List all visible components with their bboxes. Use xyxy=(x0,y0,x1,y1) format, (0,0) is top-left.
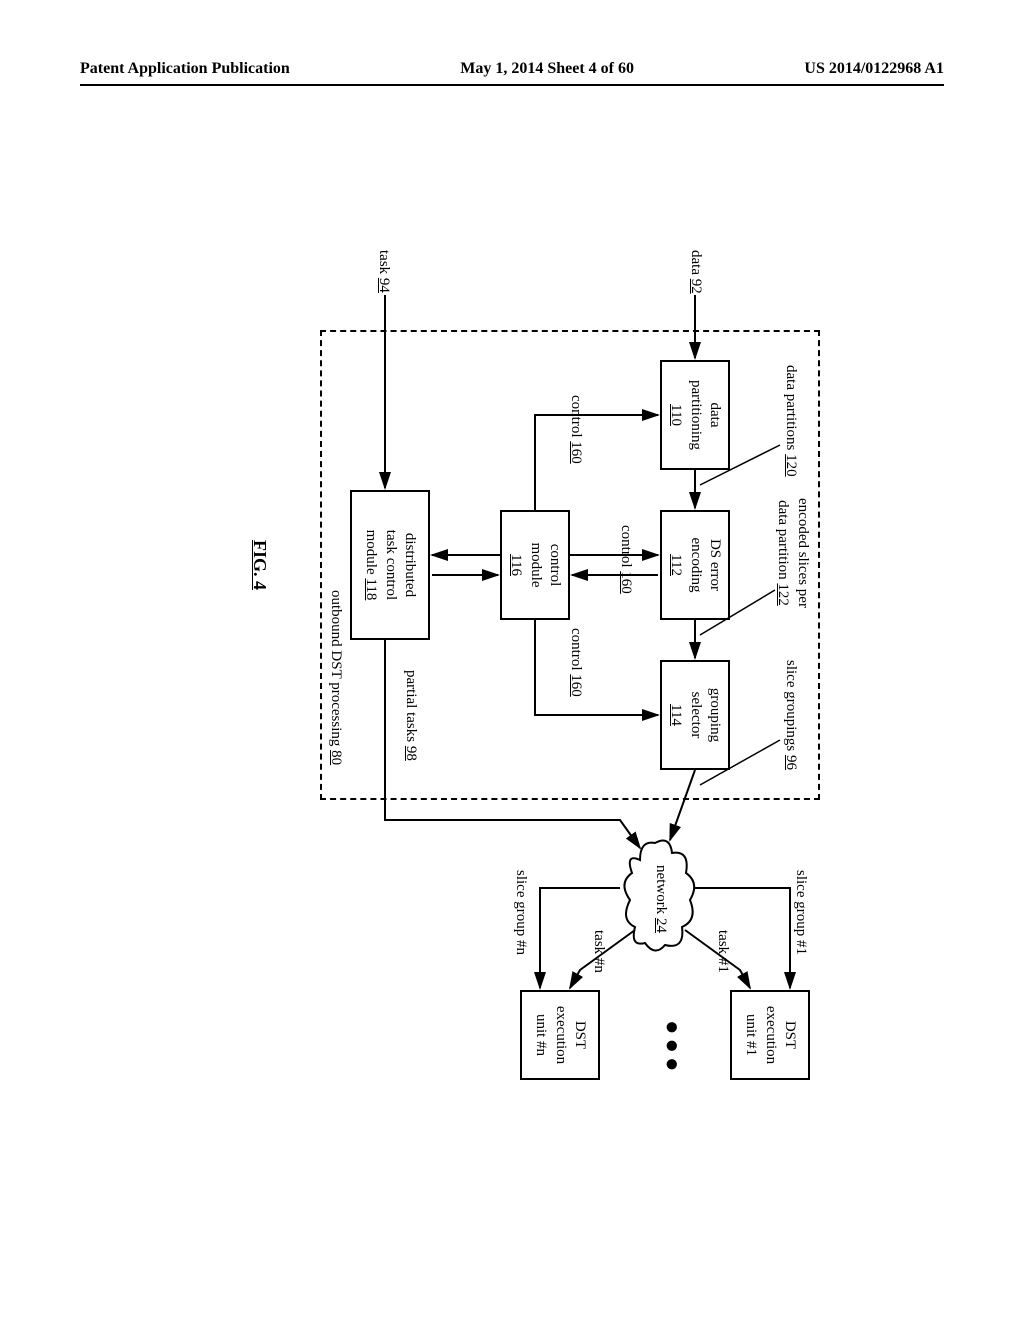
task-1-label: task #1 xyxy=(713,930,733,973)
outbound-dst-label: outbound DST processing 80 xyxy=(326,590,346,765)
control-label-3: control 160 xyxy=(566,628,586,697)
network-cloud: network 24 xyxy=(615,835,700,955)
dst-unit-ellipsis: ●●● xyxy=(658,1020,685,1076)
task-input-label: task 94 xyxy=(374,250,394,293)
dst-execution-unit-n: DST execution unit #n xyxy=(520,990,600,1080)
diagram: outbound DST processing 80 data 92 task … xyxy=(160,230,860,1090)
data-partitioning-block: data partitioning 110 xyxy=(660,360,730,470)
ds-error-encoding-block: DS error encoding 112 xyxy=(660,510,730,620)
figure-label: FIG. 4 xyxy=(249,540,270,590)
slice-groupings-label: slice groupings 96 xyxy=(781,660,801,770)
encoded-slices-label: encoded slices per data partition 122 xyxy=(773,498,812,608)
header-center: May 1, 2014 Sheet 4 of 60 xyxy=(460,60,634,78)
slice-group-1-label: slice group #1 xyxy=(791,870,811,955)
header-right: US 2014/0122968 A1 xyxy=(804,60,944,78)
data-input-label: data 92 xyxy=(686,250,706,294)
header-rule xyxy=(80,84,944,86)
grouping-selector-block: grouping selector 114 xyxy=(660,660,730,770)
page-header: Patent Application Publication May 1, 20… xyxy=(0,60,1024,78)
header-left: Patent Application Publication xyxy=(80,60,290,78)
control-module-block: control module 116 xyxy=(500,510,570,620)
control-label-1: control 160 xyxy=(566,395,586,464)
distributed-task-control-block: distributed task control module 118 xyxy=(350,490,430,640)
slice-group-n-label: slice group #n xyxy=(511,870,531,955)
task-n-label: task #n xyxy=(589,930,609,973)
dst-execution-unit-1: DST execution unit #1 xyxy=(730,990,810,1080)
partial-tasks-label: partial tasks 98 xyxy=(401,670,421,761)
data-partitions-label: data partitions 120 xyxy=(781,365,801,477)
control-label-2: control 160 xyxy=(616,525,636,594)
